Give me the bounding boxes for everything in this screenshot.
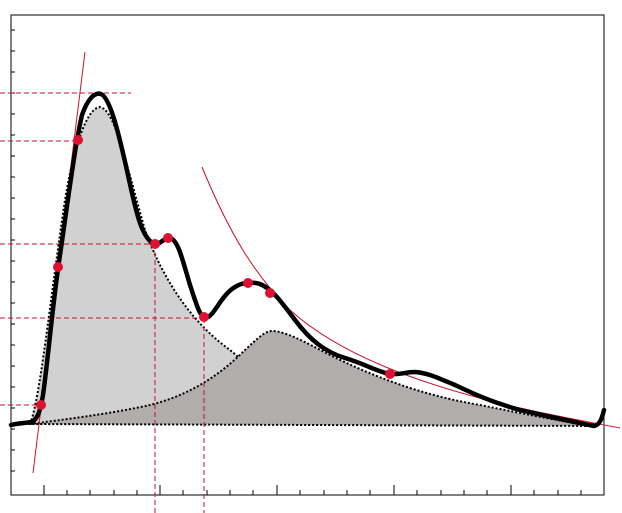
key-points [36, 135, 395, 410]
signal-curve [8, 91, 607, 429]
construction-lines [0, 92, 205, 513]
decay-fit [201, 166, 621, 429]
left-ticks [11, 29, 15, 472]
frame [10, 14, 605, 496]
peak-two-area [29, 329, 595, 427]
bottom-ticks [43, 485, 582, 495]
